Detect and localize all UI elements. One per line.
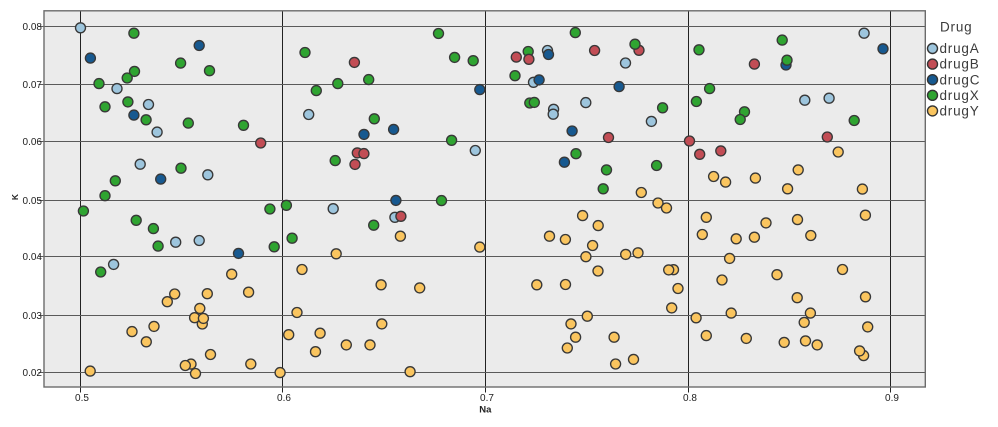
- svg-text:Drug: Drug: [940, 20, 972, 35]
- svg-text:0.05: 0.05: [23, 196, 43, 207]
- svg-text:drugB: drugB: [940, 57, 980, 72]
- svg-text:0.06: 0.06: [23, 137, 43, 148]
- svg-text:drugC: drugC: [940, 72, 981, 87]
- svg-text:drugX: drugX: [940, 88, 980, 103]
- svg-text:0.7: 0.7: [480, 393, 494, 404]
- svg-text:0.07: 0.07: [23, 80, 43, 91]
- svg-text:0.5: 0.5: [75, 393, 89, 404]
- svg-text:0.08: 0.08: [23, 22, 43, 33]
- svg-text:0.02: 0.02: [23, 368, 43, 379]
- svg-text:0.04: 0.04: [23, 252, 43, 263]
- svg-text:0.6: 0.6: [277, 393, 291, 404]
- svg-text:drugA: drugA: [940, 41, 980, 56]
- svg-text:0.8: 0.8: [683, 393, 697, 404]
- svg-text:0.9: 0.9: [885, 393, 899, 404]
- svg-text:0.03: 0.03: [23, 311, 43, 322]
- svg-text:Na: Na: [479, 405, 492, 416]
- svg-text:K: K: [10, 193, 20, 200]
- svg-text:drugY: drugY: [940, 104, 980, 119]
